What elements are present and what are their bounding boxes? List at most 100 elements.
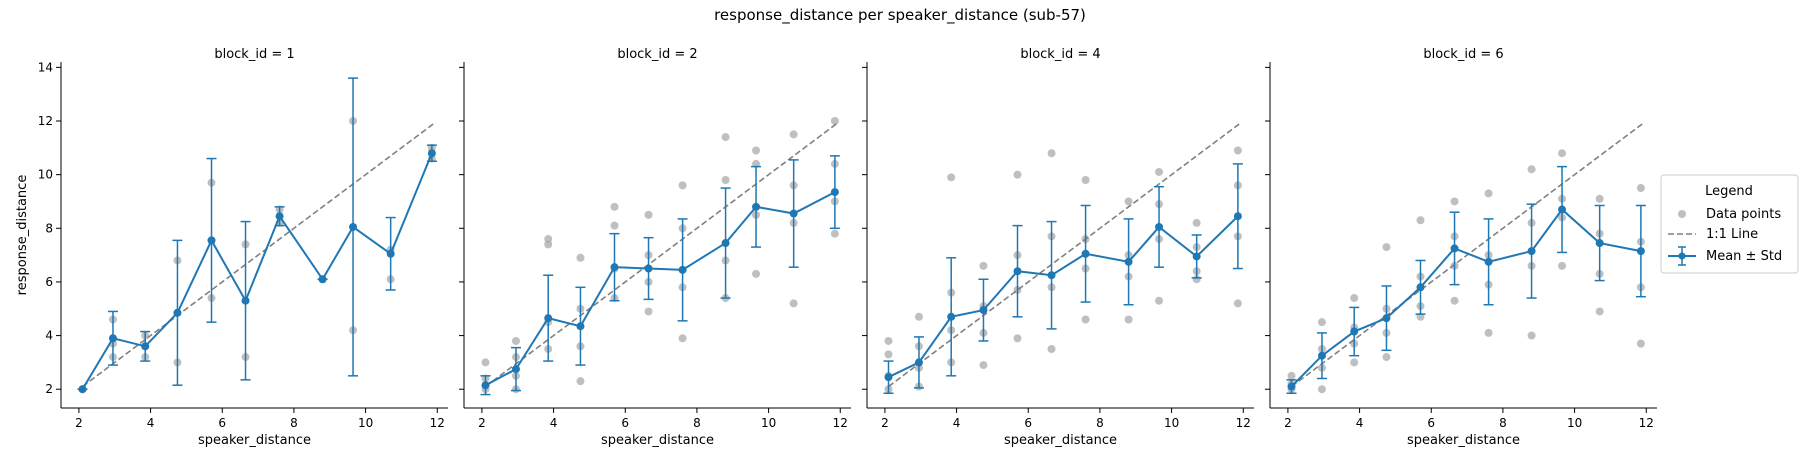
data-point bbox=[610, 221, 619, 230]
data-point bbox=[1450, 296, 1459, 305]
y-axis-label: response_distance bbox=[15, 175, 30, 296]
mean-point bbox=[318, 275, 327, 284]
x-tick-label: 8 bbox=[290, 416, 298, 430]
mean-point bbox=[173, 308, 182, 317]
legend-marker-points bbox=[1678, 210, 1686, 218]
panel-title: block_id = 4 bbox=[1020, 47, 1100, 62]
mean-point bbox=[1081, 249, 1090, 258]
x-tick-label: 8 bbox=[693, 416, 701, 430]
mean-point bbox=[1527, 247, 1536, 256]
x-tick-label: 10 bbox=[1567, 416, 1582, 430]
mean-point bbox=[1013, 267, 1022, 276]
data-point bbox=[1047, 149, 1056, 158]
mean-line bbox=[485, 191, 836, 387]
data-point bbox=[1636, 184, 1645, 193]
x-tick-label: 8 bbox=[1096, 416, 1104, 430]
mean-point bbox=[947, 312, 956, 321]
mean-line bbox=[888, 215, 1239, 379]
x-tick-label: 8 bbox=[1499, 416, 1507, 430]
data-point bbox=[721, 176, 730, 185]
x-tick-label: 12 bbox=[430, 416, 445, 430]
mean-line bbox=[81, 152, 433, 390]
data-point bbox=[644, 210, 653, 219]
x-axis-label: speaker_distance bbox=[198, 433, 311, 448]
data-point bbox=[1155, 296, 1164, 305]
data-point bbox=[1155, 167, 1164, 176]
mean-line bbox=[1290, 208, 1642, 388]
mean-point bbox=[207, 236, 216, 245]
mean-point bbox=[1595, 239, 1604, 248]
legend: Legend Data points 1:1 Line Mean ± Std bbox=[1660, 174, 1799, 274]
data-point bbox=[1636, 339, 1645, 348]
x-tick-label: 4 bbox=[147, 416, 155, 430]
data-point bbox=[644, 307, 653, 316]
data-point bbox=[830, 229, 839, 238]
data-point bbox=[481, 358, 490, 367]
y-tick-label: 14 bbox=[38, 60, 53, 74]
x-tick-label: 6 bbox=[1427, 416, 1435, 430]
mean-point bbox=[1287, 382, 1296, 391]
data-point bbox=[884, 336, 893, 345]
x-tick-label: 12 bbox=[1639, 416, 1654, 430]
mean-point bbox=[1558, 205, 1567, 214]
mean-point bbox=[349, 222, 358, 231]
data-point bbox=[1350, 358, 1359, 367]
data-point bbox=[721, 133, 730, 142]
data-point bbox=[884, 350, 893, 359]
mean-point bbox=[1416, 283, 1425, 292]
x-tick-label: 2 bbox=[478, 416, 486, 430]
x-axis-label: speaker_distance bbox=[601, 433, 714, 448]
y-tick-label: 4 bbox=[45, 329, 53, 343]
y-tick-label: 12 bbox=[38, 114, 53, 128]
data-point bbox=[979, 261, 988, 270]
data-point bbox=[1192, 218, 1201, 227]
mean-point bbox=[1155, 222, 1164, 231]
data-point bbox=[1595, 307, 1604, 316]
data-point bbox=[1382, 243, 1391, 252]
x-tick-label: 12 bbox=[833, 416, 848, 430]
data-point bbox=[1124, 315, 1133, 324]
data-point bbox=[1013, 170, 1022, 179]
mean-point bbox=[1450, 244, 1459, 253]
mean-point bbox=[884, 373, 893, 382]
identity-line bbox=[1291, 123, 1644, 388]
data-point bbox=[1527, 165, 1536, 174]
identity-line bbox=[888, 123, 1241, 388]
mean-point bbox=[511, 365, 520, 374]
mean-point bbox=[752, 202, 761, 211]
x-tick-label: 2 bbox=[881, 416, 889, 430]
x-tick-label: 4 bbox=[1356, 416, 1364, 430]
mean-point bbox=[678, 265, 687, 274]
data-point bbox=[1558, 261, 1567, 270]
data-point bbox=[1081, 315, 1090, 324]
mean-point bbox=[1317, 351, 1326, 360]
panel-block-4: block_id = 6 2 4 6 8 10 12 speaker_distance bbox=[1265, 47, 1657, 448]
y-tick-label: 6 bbox=[45, 275, 53, 289]
data-point bbox=[1558, 149, 1567, 158]
mean-point bbox=[610, 263, 619, 272]
x-axis-label: speaker_distance bbox=[1004, 433, 1117, 448]
data-point bbox=[789, 130, 798, 139]
x-tick-label: 6 bbox=[621, 416, 629, 430]
mean-point bbox=[241, 296, 250, 305]
mean-point bbox=[108, 334, 117, 343]
figure-title: response_distance per speaker_distance (… bbox=[714, 6, 1086, 25]
data-point bbox=[576, 377, 585, 386]
x-tick-label: 10 bbox=[761, 416, 776, 430]
data-point bbox=[1047, 344, 1056, 353]
data-point bbox=[1013, 334, 1022, 343]
mean-point bbox=[1636, 247, 1645, 256]
mean-point bbox=[1350, 327, 1359, 336]
mean-point bbox=[789, 209, 798, 218]
legend-title: Legend bbox=[1705, 184, 1753, 199]
panel-title: block_id = 6 bbox=[1423, 47, 1503, 62]
data-point bbox=[1317, 385, 1326, 394]
data-point bbox=[1527, 331, 1536, 340]
mean-point bbox=[830, 188, 839, 197]
data-point bbox=[1416, 216, 1425, 225]
data-point bbox=[1233, 146, 1242, 155]
identity-line bbox=[485, 123, 838, 388]
panel-title: block_id = 2 bbox=[617, 47, 697, 62]
data-point bbox=[1287, 371, 1296, 380]
legend-label-points: Data points bbox=[1706, 207, 1781, 222]
